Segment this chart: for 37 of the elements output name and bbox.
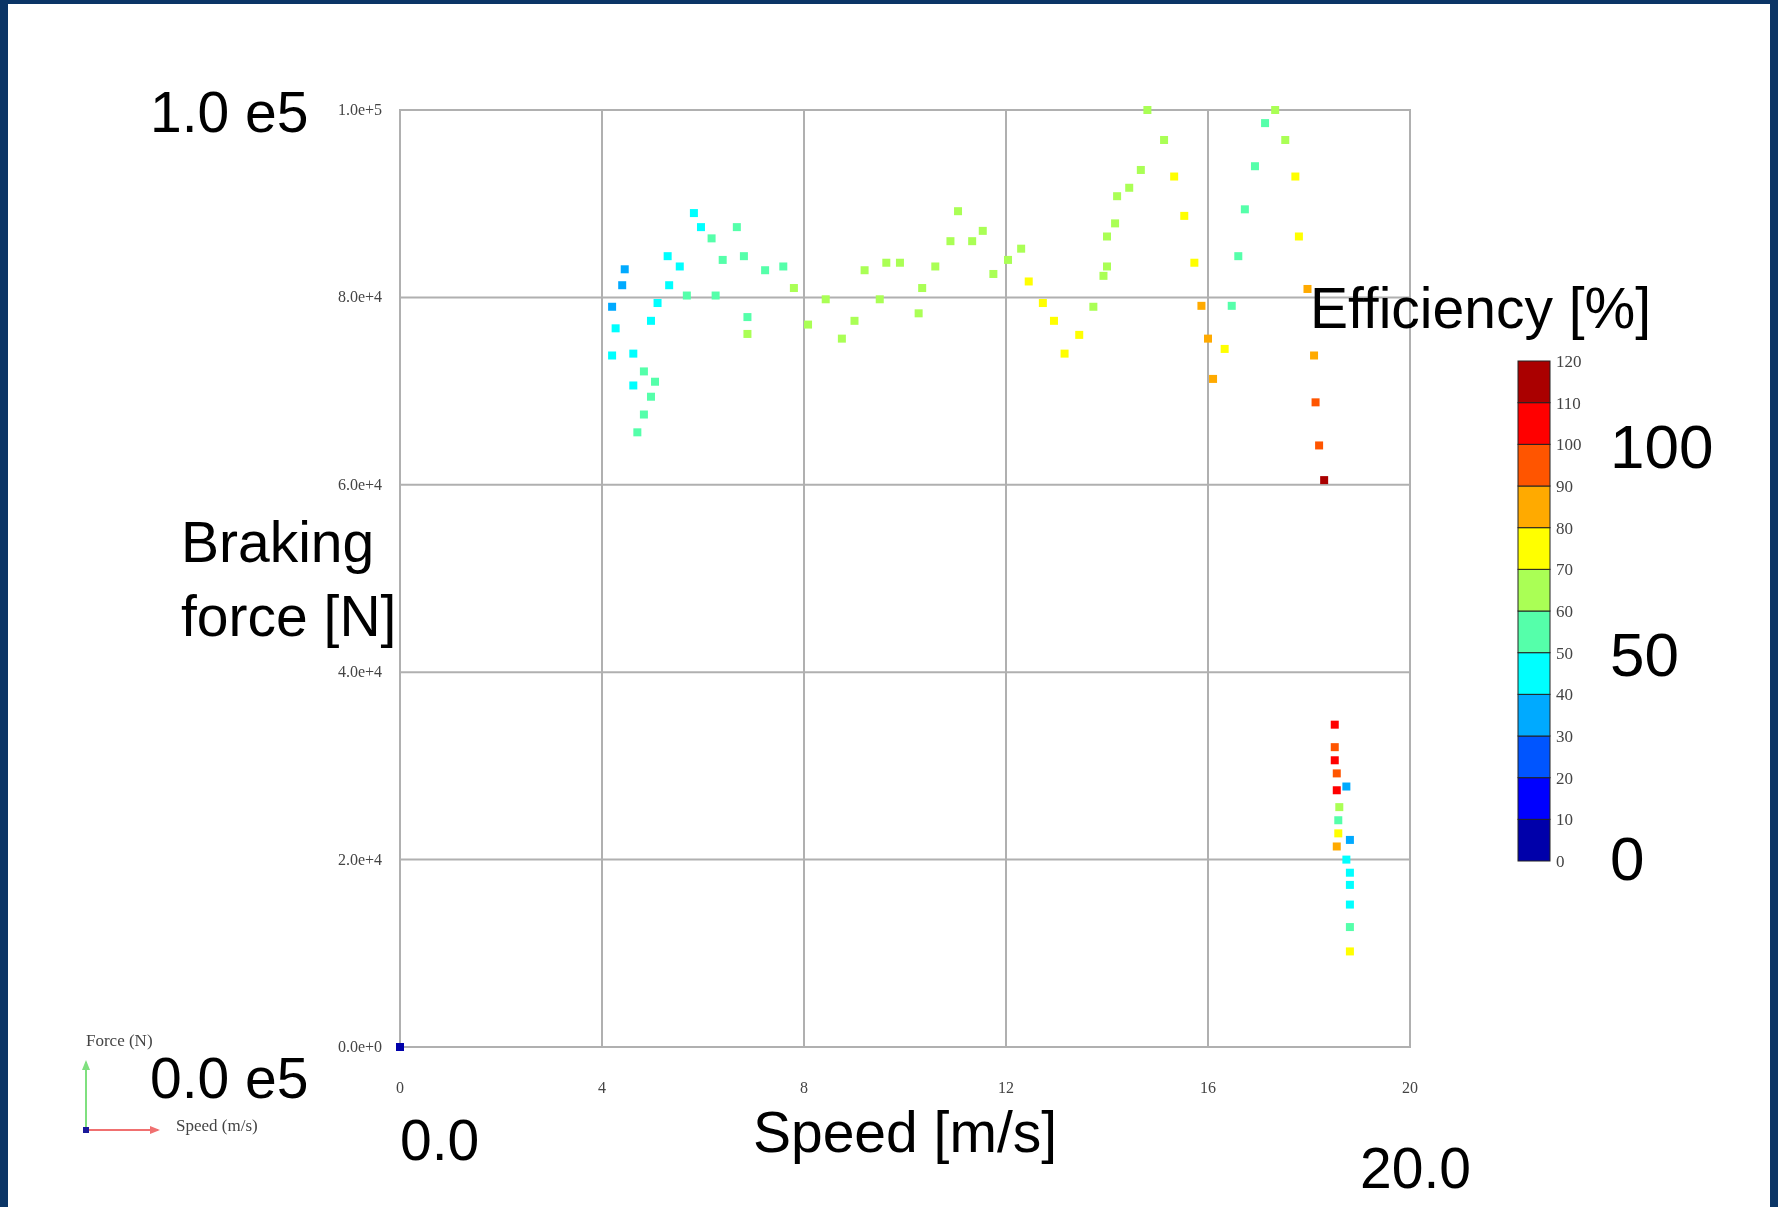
- x-tick-label: 12: [998, 1079, 1014, 1096]
- x-tick-label: 0: [396, 1079, 404, 1096]
- color-bar-label: 80: [1556, 518, 1573, 538]
- text: 0.0: [400, 1108, 480, 1172]
- x-tick-label: 8: [800, 1079, 808, 1096]
- text: 100: [1610, 412, 1714, 481]
- color-bar-label: 100: [1556, 435, 1582, 455]
- color-bar-label: 0: [1556, 852, 1565, 871]
- color-bar-label: 50: [1556, 643, 1573, 663]
- color-bar-label: 30: [1556, 727, 1573, 746]
- text: 50: [1610, 620, 1679, 689]
- y-tick-label: 8.0e+4: [337, 288, 382, 306]
- y-axis-title: Braking force [N]: [181, 510, 397, 648]
- text: Force (N): [86, 1031, 153, 1050]
- x-axis-title: Speed [m/s]: [752, 1100, 1058, 1164]
- color-bar-label: 20: [1556, 768, 1573, 788]
- x-tick-label: 20: [1402, 1079, 1418, 1096]
- text: 1.0 e5: [150, 80, 309, 144]
- y-tick-label: 0.0e+0: [337, 1038, 382, 1055]
- text: 0: [1610, 824, 1645, 893]
- y-tick-label: 1.0e+5: [337, 101, 382, 118]
- x-tick-label: 16: [1200, 1079, 1216, 1096]
- color-bar-label: 110: [1556, 393, 1581, 413]
- color-bar-label: 90: [1556, 477, 1573, 496]
- color-bar-label: 40: [1556, 685, 1573, 705]
- y-tick-label: 4.0e+4: [337, 663, 382, 681]
- x-tick-label: 4: [598, 1079, 606, 1096]
- text: 0.0 e5: [150, 1046, 309, 1110]
- color-bar-title: Efficiency [%]: [1310, 276, 1652, 340]
- text: 20.0: [1360, 1136, 1471, 1200]
- color-bar-label: 60: [1556, 602, 1573, 621]
- y-tick-label: 6.0e+4: [337, 475, 382, 493]
- y-tick-label: 2.0e+4: [337, 850, 382, 868]
- text: Speed (m/s): [176, 1116, 258, 1135]
- color-bar-label: 70: [1556, 560, 1573, 580]
- color-bar-label: 10: [1556, 810, 1573, 830]
- color-bar-label: 120: [1556, 352, 1582, 371]
